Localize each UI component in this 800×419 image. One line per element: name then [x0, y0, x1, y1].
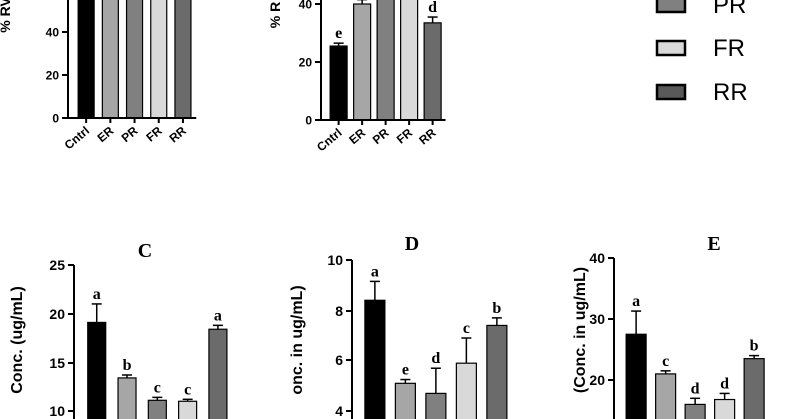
legend-item-rr: RR: [655, 79, 748, 106]
bar-er: [117, 377, 137, 419]
bar-pr: [684, 403, 706, 419]
legend-swatch: [655, 83, 687, 101]
bar-pr: [125, 0, 144, 119]
bar-rr: [486, 324, 508, 419]
bar-cntrl: [77, 0, 95, 119]
significance-letter: a: [93, 286, 101, 303]
y-tick-label: 20: [299, 55, 313, 69]
y-axis-title: Conc. (ug/mL): [9, 286, 26, 394]
y-tick-label: 20: [46, 68, 60, 82]
legend-label: RR: [713, 79, 748, 106]
y-axis-title: % R: [267, 2, 283, 28]
y-tick-label: 20: [49, 306, 65, 322]
bar-fr: [714, 398, 736, 419]
bar-er: [353, 3, 372, 121]
bar-cntrl: [364, 299, 386, 419]
significance-letter: a: [371, 263, 379, 280]
y-tick-label: 40: [299, 0, 313, 11]
bar-er: [101, 0, 119, 119]
x-tick-label: Cntrl: [62, 124, 92, 153]
y-axis-title: onc. in ug/mL): [289, 285, 306, 394]
x-tick-label: PR: [370, 125, 392, 147]
significance-letter: d: [720, 375, 729, 392]
y-tick-label: 10: [49, 403, 65, 419]
significance-letter: c: [662, 353, 669, 370]
bar-rr: [423, 22, 442, 121]
y-tick-label: 4: [335, 403, 343, 419]
bar-rr: [174, 0, 192, 119]
legend-label: PR: [713, 0, 746, 19]
significance-letter: d: [428, 0, 437, 16]
legend-swatch: [655, 0, 687, 14]
bar-pr: [425, 392, 447, 419]
x-tick-label: ER: [95, 123, 117, 145]
x-tick-label: RR: [167, 123, 190, 145]
significance-letter: d: [691, 380, 700, 397]
significance-letter: d: [431, 350, 440, 367]
bar-er: [394, 382, 416, 419]
legend-label: FR: [713, 35, 745, 62]
y-tick-label: 40: [589, 250, 605, 266]
y-tick-label: 10: [327, 252, 343, 268]
panel-title: C: [138, 240, 152, 262]
significance-letter: b: [750, 338, 759, 355]
bar-fr: [178, 400, 198, 419]
significance-letter: c: [463, 320, 470, 337]
x-tick-label: RR: [416, 125, 439, 147]
panel-e: 20 30 40 a c d d b E (Conc. in ug/mL): [572, 233, 765, 419]
significance-letter: c: [154, 379, 161, 396]
panel-b: 0 20 40 e d Cntrl ER PR FR RR % R: [267, 0, 446, 154]
significance-letter: a: [214, 307, 222, 324]
significance-letter: a: [632, 293, 640, 310]
significance-letter: b: [123, 357, 132, 374]
y-tick-label: 25: [49, 257, 65, 273]
y-tick-label: 40: [46, 25, 60, 39]
bar-cntrl: [625, 333, 647, 419]
significance-letter: b: [492, 300, 501, 317]
y-tick-label: 20: [589, 372, 605, 388]
y-tick-label: 15: [49, 355, 65, 371]
x-tick-label: ER: [346, 125, 368, 147]
bar-cntrl: [329, 45, 348, 121]
legend-swatch: [655, 39, 687, 57]
legend: PR FR RR: [655, 0, 748, 106]
bar-pr: [147, 399, 167, 419]
x-tick-label: Cntrl: [314, 126, 344, 155]
panel-title: D: [405, 233, 419, 255]
significance-letter: c: [184, 381, 191, 398]
y-tick-label: 6: [335, 352, 343, 368]
bar-fr: [150, 0, 168, 119]
bar-er: [655, 373, 677, 419]
bar-rr: [208, 328, 228, 419]
y-axis-title: (Conc. in ug/mL): [572, 267, 589, 393]
panel-title: E: [707, 233, 720, 255]
significance-letter: e: [402, 362, 409, 379]
bar-fr: [455, 362, 477, 419]
legend-item-fr: FR: [655, 35, 745, 62]
bar-cntrl: [87, 321, 107, 419]
y-tick-label: 0: [305, 113, 312, 127]
bar-rr: [743, 358, 765, 419]
x-tick-label: FR: [143, 123, 165, 144]
bar-pr: [376, 0, 395, 121]
significance-letter: e: [335, 25, 342, 42]
bar-fr: [400, 0, 419, 121]
panel-c: 10 15 20 25 a b c c a C Conc. (ug/mL): [9, 240, 228, 419]
y-tick-label: 0: [52, 111, 59, 125]
legend-item-pr: PR: [655, 0, 746, 19]
y-axis-title: % RV: [0, 0, 13, 33]
x-tick-label: PR: [119, 123, 141, 145]
y-tick-label: 30: [589, 311, 605, 327]
y-tick-label: 8: [335, 303, 343, 319]
x-tick-label: FR: [394, 125, 416, 146]
